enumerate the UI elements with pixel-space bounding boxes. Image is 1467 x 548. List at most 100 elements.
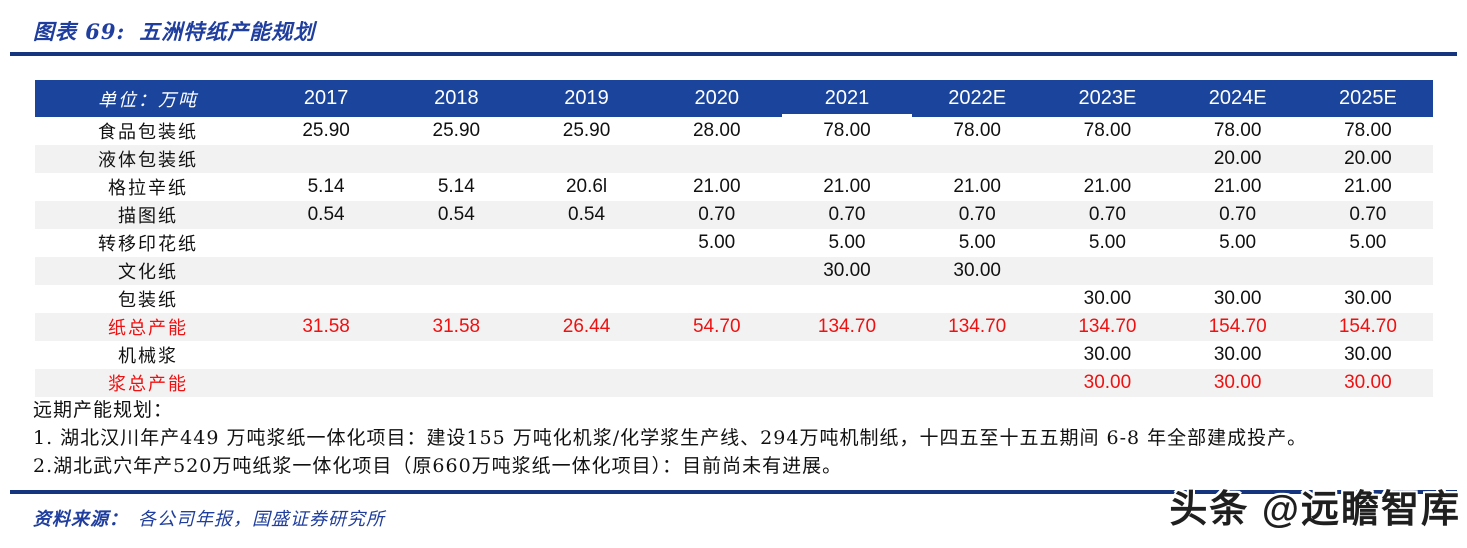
cell-value [391,285,521,313]
cell-value: 0.70 [1088,204,1126,225]
cell-value: 28.00 [692,120,741,141]
table-row: 描图纸 0.54 0.54 0.54 0.70 0.70 0.70 0.70 0.70 0.70 [35,201,1433,229]
cell-value [912,285,1042,313]
row-label: 纸总产能 [108,318,188,339]
cell-value: 134.70 [817,316,877,337]
cell-value: 134.70 [1078,316,1137,337]
row-label: 食品包装纸 [98,122,198,143]
cell-value: 5.00 [958,232,996,253]
cell-value: 21.00 [1083,176,1132,197]
row-label: 格拉辛纸 [108,178,188,199]
cell-value: 30.00 [1344,288,1392,309]
top-divider [10,52,1457,56]
cell-value: 0.70 [828,204,866,225]
note-line: 2.湖北武穴年产520万吨纸浆一体化项目（原660万吨浆纸一体化项目）：目前尚未… [33,455,843,477]
cell-value: 30.00 [823,260,871,281]
column-header-2017: 2017 [261,80,392,117]
cell-value: 5.00 [828,232,866,253]
cell-value: 21.00 [1344,176,1392,197]
cell-value [391,369,521,397]
cell-value: 30.00 [1213,288,1262,309]
capacity-table: 单位：万吨 2017 2018 2019 2020 2021 2022E 2023E 2024… [35,80,1433,397]
cell-value: 5.14 [437,176,475,197]
cell-value: 30.00 [1213,344,1262,365]
source-label: 资料来源： [33,509,128,530]
cell-value: 0.70 [1219,204,1257,225]
cell-value: 154.70 [1208,316,1267,337]
cell-value [782,369,912,397]
cell-value: 78.00 [823,120,871,141]
column-header-2021: 2021 [781,80,913,117]
row-label: 转移印花纸 [98,234,198,255]
cell-value [261,257,391,285]
cell-value [521,145,651,173]
table-body: 食品包装纸 25.90 25.90 25.90 28.00 78.00 78.00 78.00… [35,117,1433,397]
row-label: 液体包装纸 [98,150,198,171]
cell-value [261,285,391,313]
cell-value [521,285,651,313]
note-line: 1. 湖北汉川年产449 万吨浆纸一体化项目：建设155 万吨化机浆/化学浆生产… [33,427,1308,449]
cell-value [782,145,912,173]
cell-value: 30.00 [1083,288,1132,309]
cell-value [1042,257,1172,285]
cell-value [261,369,391,397]
cell-value: 0.54 [307,204,345,225]
row-label: 包装纸 [118,290,178,311]
cell-value [912,145,1042,173]
cell-value: 78.00 [1344,120,1392,141]
cell-value: 54.70 [692,316,741,337]
figure-label: 图表 69: [33,19,126,44]
cell-value [652,145,782,173]
cell-value: 20.6l [565,176,608,197]
table-row: 液体包装纸 20.00 20.00 [35,145,1433,173]
cell-value [521,229,651,257]
column-header-2025E: 2025E [1302,80,1433,117]
cell-value [391,145,521,173]
cell-value: 5.14 [307,176,345,197]
row-label: 描图纸 [118,206,178,227]
cell-value: 31.58 [432,316,481,337]
cell-value: 21.00 [1213,176,1262,197]
column-header-2022E: 2022E [912,80,1043,117]
notes-section: 远期产能规划： 1. 湖北汉川年产449 万吨浆纸一体化项目：建设155 万吨化… [33,396,1433,480]
cell-value: 134.70 [948,316,1007,337]
cell-value [1303,257,1433,285]
cell-value: 30.00 [1213,372,1262,393]
cell-value: 30.00 [953,260,1001,281]
cell-value: 154.70 [1338,316,1397,337]
table-row: 转移印花纸 5.00 5.00 5.00 5.00 5.00 5.00 [35,229,1433,257]
column-header-2024E: 2024E [1172,80,1303,117]
column-header-2018: 2018 [391,80,522,117]
cell-value: 30.00 [1344,344,1392,365]
row-label: 文化纸 [118,262,178,283]
cell-value: 78.00 [1213,120,1262,141]
cell-value: 20.00 [1213,148,1262,169]
cell-value: 5.00 [1349,232,1387,253]
table-header-row: 单位：万吨 2017 2018 2019 2020 2021 2022E 2023E 2024… [35,80,1433,117]
cell-value: 30.00 [1344,372,1392,393]
cell-value [391,229,521,257]
cell-value [391,257,521,285]
column-header-2019: 2019 [521,80,652,117]
figure-title: 图表 69: 五洲特纸产能规划 [33,16,315,46]
cell-value: 31.58 [302,316,350,337]
figure-title-text: 五洲特纸产能规划 [139,19,316,44]
cell-value: 0.54 [568,204,606,225]
cell-value: 25.90 [432,120,481,141]
cell-value: 26.44 [562,316,611,337]
cell-value: 21.00 [823,176,871,197]
cell-value: 0.70 [958,204,996,225]
cell-value [1173,257,1303,285]
table-row: 包装纸 30.00 30.00 30.00 [35,285,1433,313]
source-line: 资料来源： 各公司年报，国盛证券研究所 [33,505,385,531]
table-row: 格拉辛纸 5.14 5.14 20.6l 21.00 21.00 21.00 21.00 21.… [35,173,1433,201]
cell-value: 25.90 [562,120,611,141]
cell-value [261,341,391,369]
cell-value: 0.54 [437,204,475,225]
cell-value [521,369,651,397]
cell-value [652,257,782,285]
table-row: 纸总产能 31.58 31.58 26.44 54.70 134.70 134.70 134.… [35,313,1433,341]
table-row: 浆总产能 30.00 30.00 30.00 [35,369,1433,397]
cell-value: 30.00 [1083,344,1132,365]
cell-value: 21.00 [953,176,1001,197]
